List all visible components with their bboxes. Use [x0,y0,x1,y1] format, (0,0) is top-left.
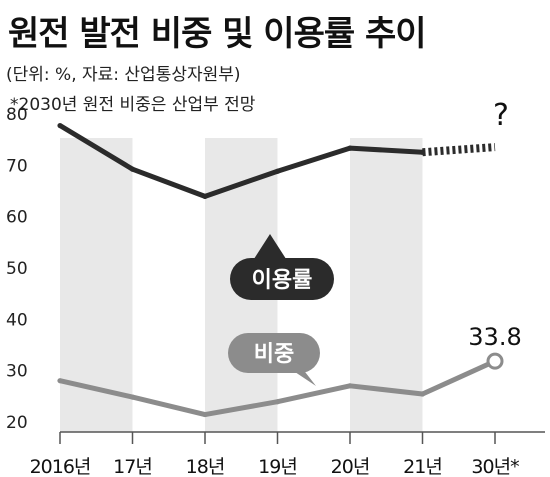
share-point [274,399,281,405]
y-tick-label: 40 [6,310,28,330]
utilization-point [274,168,281,174]
x-tick-label: 30년* [471,456,519,477]
y-tick-label: 70 [6,156,28,176]
y-tick-label: 80 [6,105,28,125]
x-axis: 2016년 17년 18년 19년 20년 21년 30년* [30,431,545,477]
share-point [129,394,136,400]
y-tick-label: 20 [6,413,28,433]
utilization-projection-line [422,143,496,157]
unit-source-note: (단위: %, 자료: 산업통상자원부) [6,65,241,85]
share-point [347,383,353,389]
x-tick-label: 19년 [258,456,297,477]
share-point [419,391,426,397]
x-tick-label: 17년 [113,456,152,477]
y-axis: 20 30 40 50 60 70 80 [6,105,28,433]
utilization-point [129,166,136,172]
projection-footnote: *2030년 원전 비중은 산업부 전망 [10,95,256,115]
utilization-point [347,145,353,151]
x-tick-label: 21년 [403,456,442,477]
column-band [350,138,423,432]
share-end-label: 33.8 [468,323,521,351]
share-end-marker [486,352,504,370]
x-tick-label: 20년 [331,456,370,477]
share-callout-pointer [292,368,316,386]
share-point [202,411,208,418]
utilization-callout-label: 이용률 [252,268,313,293]
x-tick-label: 2016년 [30,456,91,477]
utilization-point [202,193,208,199]
share-callout-bubble [228,333,320,373]
utilization-callout-pointer [252,234,288,262]
share-point [57,378,63,384]
series-lines [57,122,504,418]
y-tick-label: 50 [6,259,28,279]
projection-question-mark: ? [493,98,509,133]
utilization-point [57,122,63,129]
chart-title: 원전 발전 비중 및 이용률 추이 [8,14,427,54]
x-tick-label: 18년 [186,456,225,477]
utilization-line [58,123,423,199]
y-tick-label: 60 [6,208,28,228]
share-callout-label: 비중 [254,342,294,367]
utilization-callout-bubble [230,258,334,300]
column-bands [60,138,423,432]
y-tick-label: 30 [6,362,28,382]
